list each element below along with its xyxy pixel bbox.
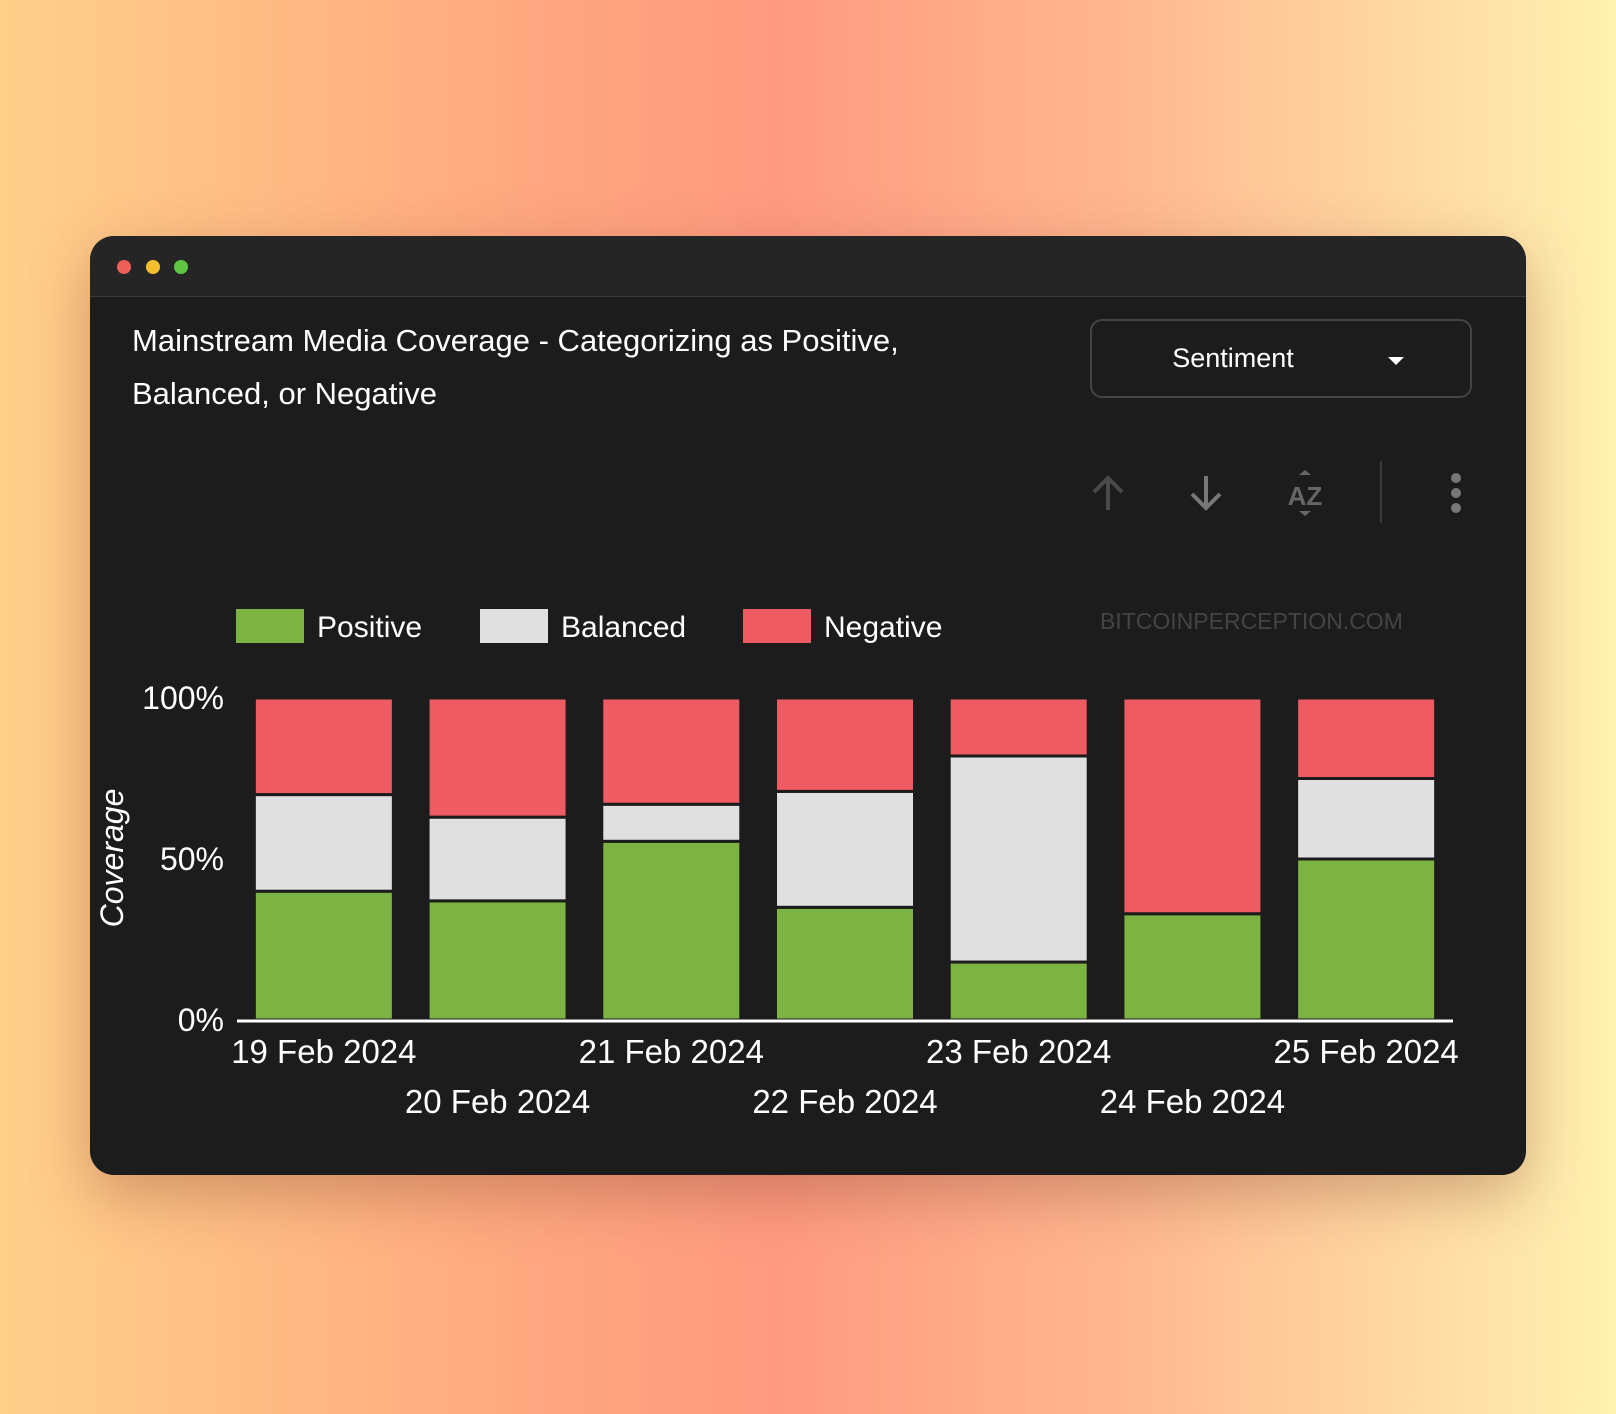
minimize-window-button[interactable] bbox=[146, 260, 160, 274]
y-tick-label: 100% bbox=[142, 680, 224, 716]
caret-down-icon bbox=[1388, 357, 1404, 365]
legend-swatch-positive bbox=[236, 609, 304, 643]
x-tick-label: 21 Feb 2024 bbox=[579, 1033, 764, 1070]
title-bar bbox=[90, 236, 1526, 297]
x-tick-label: 24 Feb 2024 bbox=[1100, 1083, 1285, 1120]
bar-negative bbox=[600, 696, 743, 806]
chart-title: Mainstream Media Coverage - Categorizing… bbox=[132, 323, 899, 411]
bar-positive bbox=[600, 839, 743, 1022]
bar-balanced bbox=[600, 802, 743, 843]
legend-label-positive: Positive bbox=[317, 611, 422, 644]
more-vert-icon[interactable] bbox=[1431, 468, 1481, 518]
legend-label-balanced: Balanced bbox=[561, 611, 686, 644]
maximize-window-button[interactable] bbox=[174, 260, 188, 274]
bar-positive bbox=[252, 889, 395, 1022]
bar-positive bbox=[947, 960, 1090, 1022]
bar-balanced bbox=[947, 754, 1090, 964]
bar-positive bbox=[1295, 857, 1438, 1022]
dropdown-selected-value: Sentiment bbox=[1172, 343, 1294, 373]
svg-text:AZ: AZ bbox=[1288, 481, 1323, 511]
bar-positive bbox=[774, 905, 916, 1022]
bar-negative bbox=[774, 696, 916, 793]
y-tick-label: 50% bbox=[160, 841, 224, 877]
legend-label-negative: Negative bbox=[824, 611, 942, 644]
watermark: BITCOINPERCEPTION.COM bbox=[1100, 608, 1403, 634]
bar-negative bbox=[947, 696, 1090, 758]
bar-balanced bbox=[426, 815, 569, 903]
x-tick-label: 23 Feb 2024 bbox=[926, 1033, 1111, 1070]
x-tick-label: 20 Feb 2024 bbox=[405, 1083, 590, 1120]
sentiment-dropdown[interactable]: Sentiment bbox=[1090, 319, 1472, 398]
bar-balanced bbox=[774, 789, 916, 909]
arrow-up-icon[interactable] bbox=[1083, 468, 1133, 518]
bar-negative bbox=[1121, 696, 1264, 916]
legend-swatch-negative bbox=[743, 609, 811, 643]
legend-swatch-balanced bbox=[480, 609, 548, 643]
app-window: Mainstream Media Coverage - Categorizing… bbox=[90, 236, 1526, 1175]
bar-positive bbox=[426, 899, 569, 1022]
toolbar-divider bbox=[1380, 461, 1382, 523]
bar-balanced bbox=[1295, 777, 1438, 861]
bar-balanced bbox=[252, 793, 395, 893]
y-axis-label: Coverage bbox=[94, 789, 130, 928]
sort-az-icon[interactable]: AZ bbox=[1280, 468, 1330, 518]
arrow-down-icon[interactable] bbox=[1181, 468, 1231, 518]
x-tick-label: 22 Feb 2024 bbox=[752, 1083, 937, 1120]
bar-negative bbox=[252, 696, 395, 797]
stacked-bar-chart: Positive Balanced Negative 19 Feb 2024 20 Fe… bbox=[94, 609, 1459, 1120]
bar-negative bbox=[1295, 696, 1438, 780]
bar-negative bbox=[426, 696, 569, 819]
x-tick-label: 19 Feb 2024 bbox=[231, 1033, 416, 1070]
y-tick-label: 0% bbox=[178, 1002, 224, 1038]
bar-positive bbox=[1121, 912, 1264, 1022]
close-window-button[interactable] bbox=[117, 260, 131, 274]
x-tick-label: 25 Feb 2024 bbox=[1273, 1033, 1458, 1070]
